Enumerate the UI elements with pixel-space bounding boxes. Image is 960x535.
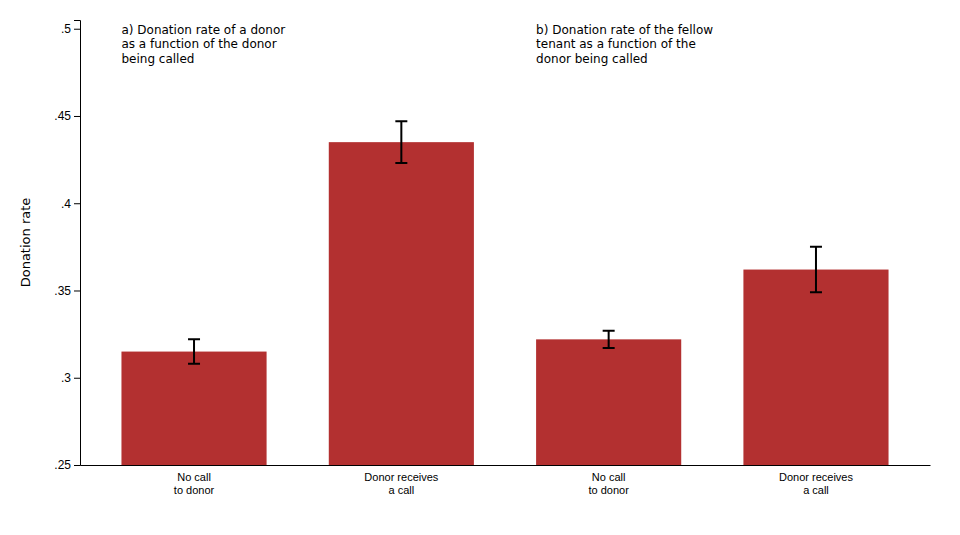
error-bar: [395, 121, 407, 163]
bar: [329, 142, 474, 465]
x-tick: No callto donor: [174, 471, 215, 496]
y-tick-mark: [74, 465, 80, 466]
y-tick-label: .4: [61, 197, 71, 211]
y-tick-label: .25: [54, 458, 71, 472]
bar: [743, 270, 888, 465]
y-tick: .4: [61, 197, 80, 211]
annotation-line: tenant as a function of the: [536, 37, 696, 51]
y-tick-mark: [74, 29, 80, 30]
y-axis-line: [74, 21, 81, 466]
y-tick-mark: [74, 378, 80, 379]
y-axis: .25 .3 .35 .4 .45 .5: [54, 21, 80, 473]
bar: [536, 339, 681, 465]
y-axis-title: Donation rate: [18, 198, 33, 288]
x-tick-label-line: No call: [177, 471, 211, 483]
x-tick-label-line: to donor: [588, 484, 629, 496]
x-tick-label: Donor receivesa call: [364, 471, 438, 496]
y-tick: .45: [54, 109, 80, 123]
x-tick-label-line: No call: [592, 471, 626, 483]
x-tick-label: No callto donor: [174, 471, 215, 496]
error-bar: [603, 331, 615, 348]
y-tick-label: .45: [54, 109, 71, 123]
y-tick: .5: [61, 22, 80, 36]
x-axis-line: [81, 465, 931, 466]
error-bar: [188, 339, 200, 363]
y-tick-mark: [74, 203, 80, 204]
x-tick-label-line: Donor receives: [364, 471, 438, 483]
y-tick-mark: [74, 116, 80, 117]
y-tick-mark: [74, 290, 80, 291]
annotation-line: as a function of the donor: [121, 37, 276, 51]
y-tick: .25: [54, 458, 80, 472]
x-tick: No callto donor: [588, 471, 629, 496]
y-tick-label: .5: [61, 22, 71, 36]
x-axis: No callto donorDonor receivesa callNo ca…: [81, 466, 931, 497]
annotation: b) Donation rate of the fellowtenant as …: [536, 23, 713, 66]
annotation: a) Donation rate of a donoras a function…: [121, 23, 285, 66]
plot-area: [121, 121, 888, 465]
x-tick-label: No callto donor: [588, 471, 629, 496]
annotation-line: b) Donation rate of the fellow: [536, 23, 713, 37]
x-tick: Donor receivesa call: [364, 471, 438, 496]
bar: [121, 352, 266, 465]
x-tick-label: Donor receivesa call: [779, 471, 853, 496]
annotation-line: donor being called: [536, 52, 648, 66]
x-tick-label-line: a call: [803, 484, 829, 496]
x-tick-label-line: a call: [388, 484, 414, 496]
y-tick: .35: [54, 284, 80, 298]
x-tick-label-line: Donor receives: [779, 471, 853, 483]
x-tick: Donor receivesa call: [779, 471, 853, 496]
error-bar: [810, 247, 822, 292]
x-tick-label-line: to donor: [174, 484, 215, 496]
annotation-line: being called: [121, 52, 194, 66]
y-tick: .3: [61, 371, 80, 385]
annotation-line: a) Donation rate of a donor: [121, 23, 285, 37]
y-tick-label: .3: [61, 371, 71, 385]
chart: .25.3.35.4.45.5No callto donorDonor rece…: [0, 0, 960, 535]
y-tick-label: .35: [54, 284, 71, 298]
